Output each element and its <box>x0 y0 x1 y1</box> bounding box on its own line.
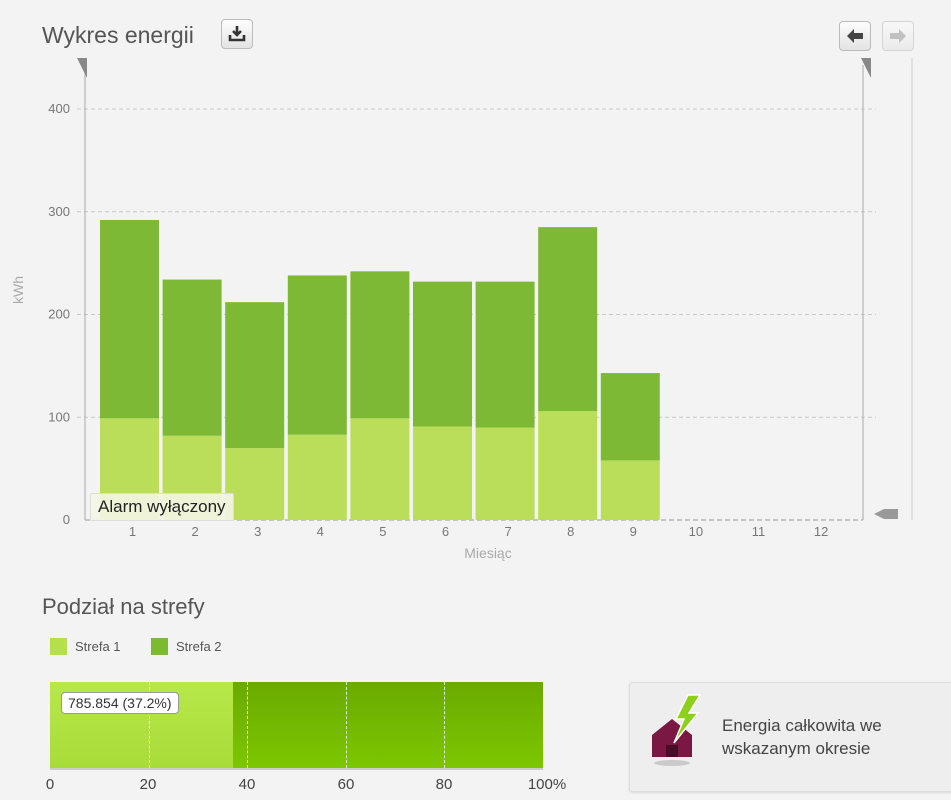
range-start-handle[interactable] <box>77 58 87 78</box>
gridline <box>247 682 249 768</box>
prev-period-button[interactable] <box>839 21 871 51</box>
next-period-button[interactable] <box>882 21 914 51</box>
legend-label: Strefa 2 <box>176 639 222 654</box>
zone-axis-tick: 60 <box>337 776 355 793</box>
zone-axis-tick: 40 <box>238 776 256 793</box>
x-tick-label: 9 <box>630 524 637 539</box>
house-lightning-icon <box>652 694 702 766</box>
x-tick-label: 5 <box>379 524 386 539</box>
download-icon <box>228 26 246 42</box>
legend-item-strefa-2: Strefa 2 <box>151 638 222 655</box>
x-tick-label: 6 <box>442 524 449 539</box>
zone-segment-strefa-2[interactable] <box>233 682 543 768</box>
x-tick-label: 10 <box>689 524 703 539</box>
bar-strefa-2-month-8[interactable] <box>538 227 598 412</box>
bar-strefa-2-month-6[interactable] <box>413 281 472 427</box>
bar-strefa-1-month-7[interactable] <box>475 427 535 520</box>
y-tick-label: 200 <box>48 307 70 322</box>
zone-axis-tick: 100% <box>527 776 567 793</box>
bar-strefa-2-month-3[interactable] <box>225 302 285 449</box>
alarm-status: Alarm wyłączony <box>90 493 234 521</box>
legend-label: Strefa 1 <box>75 639 121 654</box>
zone-axis-tick: 80 <box>435 776 453 793</box>
bar-strefa-2-month-5[interactable] <box>350 271 410 419</box>
bar-strefa-2-month-9[interactable] <box>600 373 660 461</box>
legend-item-strefa-1: Strefa 1 <box>50 638 121 655</box>
zone-tooltip: 785.854 (37.2%) <box>61 692 179 714</box>
gridline <box>148 682 150 768</box>
x-tick-label: 12 <box>814 524 828 539</box>
arrow-left-icon <box>847 29 863 43</box>
y-threshold-handle[interactable] <box>874 509 898 519</box>
bar-strefa-1-month-3[interactable] <box>225 448 285 520</box>
bar-strefa-1-month-8[interactable] <box>538 411 598 520</box>
bar-strefa-2-month-1[interactable] <box>100 219 159 419</box>
bar-strefa-2-month-7[interactable] <box>475 281 535 428</box>
y-tick-label: 0 <box>63 512 70 527</box>
zone-axis-tick: 0 <box>45 776 55 793</box>
page-title: Wykres energii <box>42 22 194 48</box>
x-tick-label: 11 <box>752 524 766 539</box>
energy-total-label: Energia całkowita we wskazanym okresie <box>722 716 882 758</box>
x-tick-label: 3 <box>254 524 261 539</box>
y-axis-title: kWh <box>10 276 26 304</box>
x-tick-label: 1 <box>129 524 136 539</box>
bar-strefa-1-month-4[interactable] <box>287 434 347 520</box>
bar-strefa-2-month-4[interactable] <box>287 275 347 435</box>
gridline <box>444 682 446 768</box>
y-tick-label: 300 <box>48 204 70 219</box>
x-tick-label: 7 <box>504 524 511 539</box>
range-end-handle[interactable] <box>861 58 871 78</box>
zones-title: Podział na strefy <box>42 594 205 619</box>
bar-strefa-1-month-5[interactable] <box>350 418 410 520</box>
download-button[interactable] <box>221 19 253 49</box>
legend-swatch <box>151 638 168 655</box>
bar-strefa-1-month-9[interactable] <box>600 460 660 520</box>
x-axis-title: Miesiąc <box>464 545 511 561</box>
energy-total-panel[interactable]: Energia całkowita we wskazanym okresie <box>629 682 951 792</box>
zone-split-bar <box>50 682 543 770</box>
gridline <box>345 682 347 768</box>
zone-axis-tick: 20 <box>139 776 157 793</box>
bar-strefa-1-month-6[interactable] <box>413 426 472 520</box>
arrow-right-icon <box>890 29 906 43</box>
legend-swatch <box>50 638 67 655</box>
bar-strefa-2-month-2[interactable] <box>162 279 222 436</box>
x-tick-label: 4 <box>317 524 324 539</box>
x-tick-label: 8 <box>567 524 574 539</box>
x-tick-label: 2 <box>191 524 198 539</box>
y-tick-label: 100 <box>48 409 70 424</box>
y-tick-label: 400 <box>48 101 70 116</box>
